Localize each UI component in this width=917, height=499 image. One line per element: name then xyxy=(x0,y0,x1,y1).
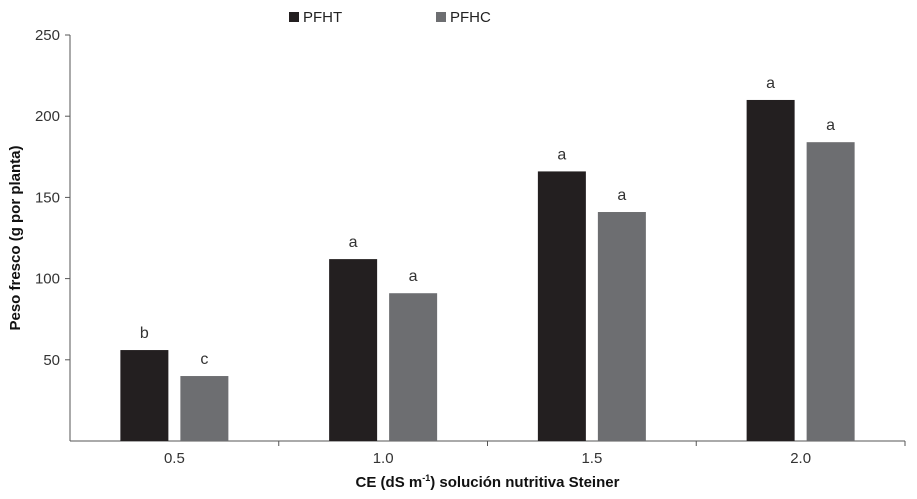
legend-swatch-pfhc xyxy=(436,12,446,22)
y-tick-label: 100 xyxy=(35,271,60,288)
x-tick-label: 0.5 xyxy=(164,450,185,467)
x-tick-label: 2.0 xyxy=(790,450,811,467)
x-axis-title-before: CE (dS m xyxy=(356,474,423,491)
bar-letter-label: a xyxy=(557,146,566,163)
y-tick-label: 150 xyxy=(35,189,60,206)
bar-pfhc xyxy=(806,142,855,441)
bar-labels: b c a a a a a a xyxy=(140,75,835,368)
bar-letter-label: a xyxy=(617,187,626,204)
x-axis-title-superscript: -1 xyxy=(422,473,430,483)
bar-letter-label: c xyxy=(200,351,208,368)
legend-label-pfhc: PFHC xyxy=(450,9,491,26)
bar-pfht xyxy=(120,350,169,441)
legend-swatch-pfht xyxy=(289,12,299,22)
bar-pfht xyxy=(537,171,586,441)
bar-letter-label: a xyxy=(349,234,358,251)
x-tick-label: 1.5 xyxy=(581,450,602,467)
x-axis-title: CE (dS m-1) solución nutritiva Steiner xyxy=(356,473,620,491)
bar-letter-label: a xyxy=(409,268,418,285)
bar-pfhc xyxy=(180,376,229,441)
bar-letter-label: b xyxy=(140,325,149,342)
legend-label-pfht: PFHT xyxy=(303,9,342,26)
bar-letter-label: a xyxy=(766,75,775,92)
bar-letter-label: a xyxy=(826,117,835,134)
y-axis-title: Peso fresco (g por planta) xyxy=(7,145,24,330)
x-axis-title-after: ) solución nutritiva Steiner xyxy=(430,474,619,491)
y-tick-label: 200 xyxy=(35,108,60,125)
y-tick-label: 250 xyxy=(35,27,60,44)
legend: PFHT PFHC xyxy=(289,9,491,26)
bar-pfht xyxy=(329,259,378,441)
bar-pfhc xyxy=(597,212,646,441)
y-tick-label: 50 xyxy=(43,352,60,369)
bar-pfhc xyxy=(389,293,438,441)
x-axis-ticks: 0.5 1.0 1.5 2.0 xyxy=(164,441,906,467)
bar-pfht xyxy=(746,99,795,442)
x-tick-label: 1.0 xyxy=(373,450,394,467)
y-axis-ticks: 50 100 150 200 250 xyxy=(35,27,70,369)
bars xyxy=(120,99,855,442)
